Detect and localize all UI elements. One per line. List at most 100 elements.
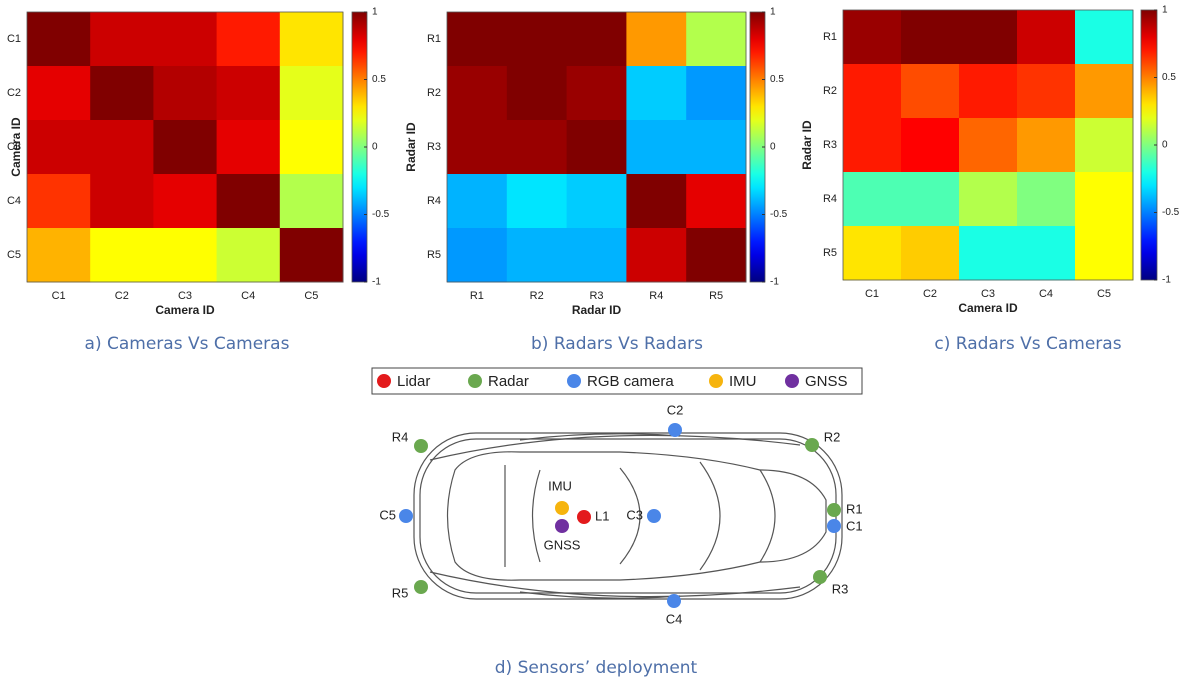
- heatmap-cell: [1075, 10, 1134, 65]
- heatmap-cell: [90, 12, 154, 67]
- y-tick-label: C1: [7, 33, 21, 45]
- sensor-label: C2: [667, 402, 684, 417]
- legend-marker: [468, 374, 482, 388]
- legend-label: Radar: [488, 373, 529, 390]
- y-tick-label: R3: [427, 141, 441, 153]
- x-tick-label: C2: [923, 288, 937, 300]
- y-tick-label: C2: [7, 87, 21, 99]
- heatmap-cell: [626, 12, 687, 67]
- heatmap-cell: [506, 120, 568, 175]
- colorbar-tick-label: 0: [770, 142, 776, 153]
- heatmap-cell: [901, 172, 960, 227]
- heatmap-cell: [279, 66, 344, 121]
- colorbar-tick-label: -1: [372, 277, 381, 288]
- y-axis-label: Radar ID: [404, 122, 418, 172]
- heatmap-cell: [1017, 64, 1076, 119]
- heatmap-cell: [626, 228, 687, 283]
- x-axis-label: Radar ID: [572, 303, 622, 317]
- heatmap-cell: [279, 228, 344, 283]
- heatmap-cell: [1017, 172, 1076, 227]
- heatmap-cell: [27, 120, 91, 175]
- sensor-label: C4: [666, 611, 683, 626]
- heatmap-cell: [901, 10, 960, 65]
- x-tick-label: R1: [470, 290, 484, 302]
- colorbar-tick-label: 0: [1162, 140, 1168, 151]
- y-tick-label: R2: [427, 87, 441, 99]
- heatmap-cell: [1075, 172, 1134, 227]
- y-tick-label: R3: [823, 139, 837, 151]
- y-axis-label: Camera ID: [9, 117, 23, 177]
- colorbar-tick-label: -0.5: [770, 209, 788, 220]
- x-tick-label: C4: [1039, 288, 1053, 300]
- plot-frame: [26, 11, 344, 283]
- x-tick-label: C1: [865, 288, 879, 300]
- x-tick-label: C1: [52, 290, 66, 302]
- x-axis-label: Camera ID: [155, 303, 215, 317]
- colorbar-tick-label: 1: [1162, 5, 1168, 16]
- heatmap-cell: [566, 228, 627, 283]
- heatmap-cell: [686, 174, 747, 229]
- heatmap-cell: [279, 120, 344, 175]
- sensor-label: R5: [392, 585, 409, 600]
- sensor-marker: [647, 509, 661, 523]
- colorbar-tick-label: -0.5: [1162, 207, 1180, 218]
- heatmap-cell: [216, 174, 281, 229]
- chart-caption: a) Cameras Vs Cameras: [85, 334, 290, 354]
- heatmap-cell: [153, 228, 218, 283]
- y-tick-label: R4: [823, 193, 837, 205]
- x-tick-label: R3: [589, 290, 603, 302]
- legend-marker: [709, 374, 723, 388]
- heatmap-cell: [447, 66, 508, 121]
- colorbar-tick-label: 1: [372, 7, 378, 18]
- y-tick-label: R1: [427, 33, 441, 45]
- heatmap-cell: [566, 120, 627, 175]
- sensor-label: R1: [846, 501, 863, 516]
- heatmap-cell: [153, 120, 218, 175]
- heatmap-cell: [566, 66, 627, 121]
- x-tick-label: C4: [241, 290, 255, 302]
- heatmap-cell: [901, 118, 960, 173]
- diagram-caption: d) Sensors’ deployment: [495, 658, 698, 678]
- heatmap-cell: [626, 120, 687, 175]
- x-axis-label: Camera ID: [958, 301, 1018, 315]
- heatmap-cell: [90, 120, 154, 175]
- heatmap-cell: [959, 64, 1018, 119]
- sensor-label: GNSS: [544, 537, 581, 552]
- colorbar-tick-label: 1: [770, 7, 776, 18]
- heatmap-cell: [959, 172, 1018, 227]
- y-axis-label: Radar ID: [800, 120, 814, 170]
- heatmap-cell: [90, 174, 154, 229]
- heatmap-cell: [959, 226, 1018, 281]
- heatmap-cell: [27, 12, 91, 67]
- sensor-label: C1: [846, 518, 863, 533]
- heatmap-cell: [959, 10, 1018, 65]
- legend-label: RGB camera: [587, 373, 674, 390]
- sensor-label: IMU: [548, 478, 572, 493]
- heatmap-cell: [506, 174, 568, 229]
- chart-caption: c) Radars Vs Cameras: [934, 334, 1121, 354]
- sensor-marker: [414, 580, 428, 594]
- heatmap-cell: [27, 174, 91, 229]
- heatmap-cell: [216, 120, 281, 175]
- colorbar-tick-label: 0: [372, 142, 378, 153]
- heatmap-cell: [843, 10, 902, 65]
- heatmap-cell: [686, 66, 747, 121]
- heatmap-cell: [626, 174, 687, 229]
- sensor-marker: [827, 503, 841, 517]
- y-tick-label: R5: [427, 249, 441, 261]
- heatmap-cell: [1075, 64, 1134, 119]
- heatmap-cell: [216, 66, 281, 121]
- sensor-marker: [668, 423, 682, 437]
- heatmap-cell: [959, 118, 1018, 173]
- heatmap-cell: [901, 64, 960, 119]
- heatmap-cell: [27, 66, 91, 121]
- heatmap-cell: [447, 120, 508, 175]
- x-tick-label: C3: [981, 288, 995, 300]
- y-tick-label: R2: [823, 85, 837, 97]
- car-outline: [413, 432, 843, 600]
- x-tick-label: C5: [304, 290, 318, 302]
- y-tick-label: C5: [7, 249, 21, 261]
- legend-label: GNSS: [805, 373, 848, 390]
- heatmap-cell: [216, 12, 281, 67]
- heatmap-cell: [506, 12, 568, 67]
